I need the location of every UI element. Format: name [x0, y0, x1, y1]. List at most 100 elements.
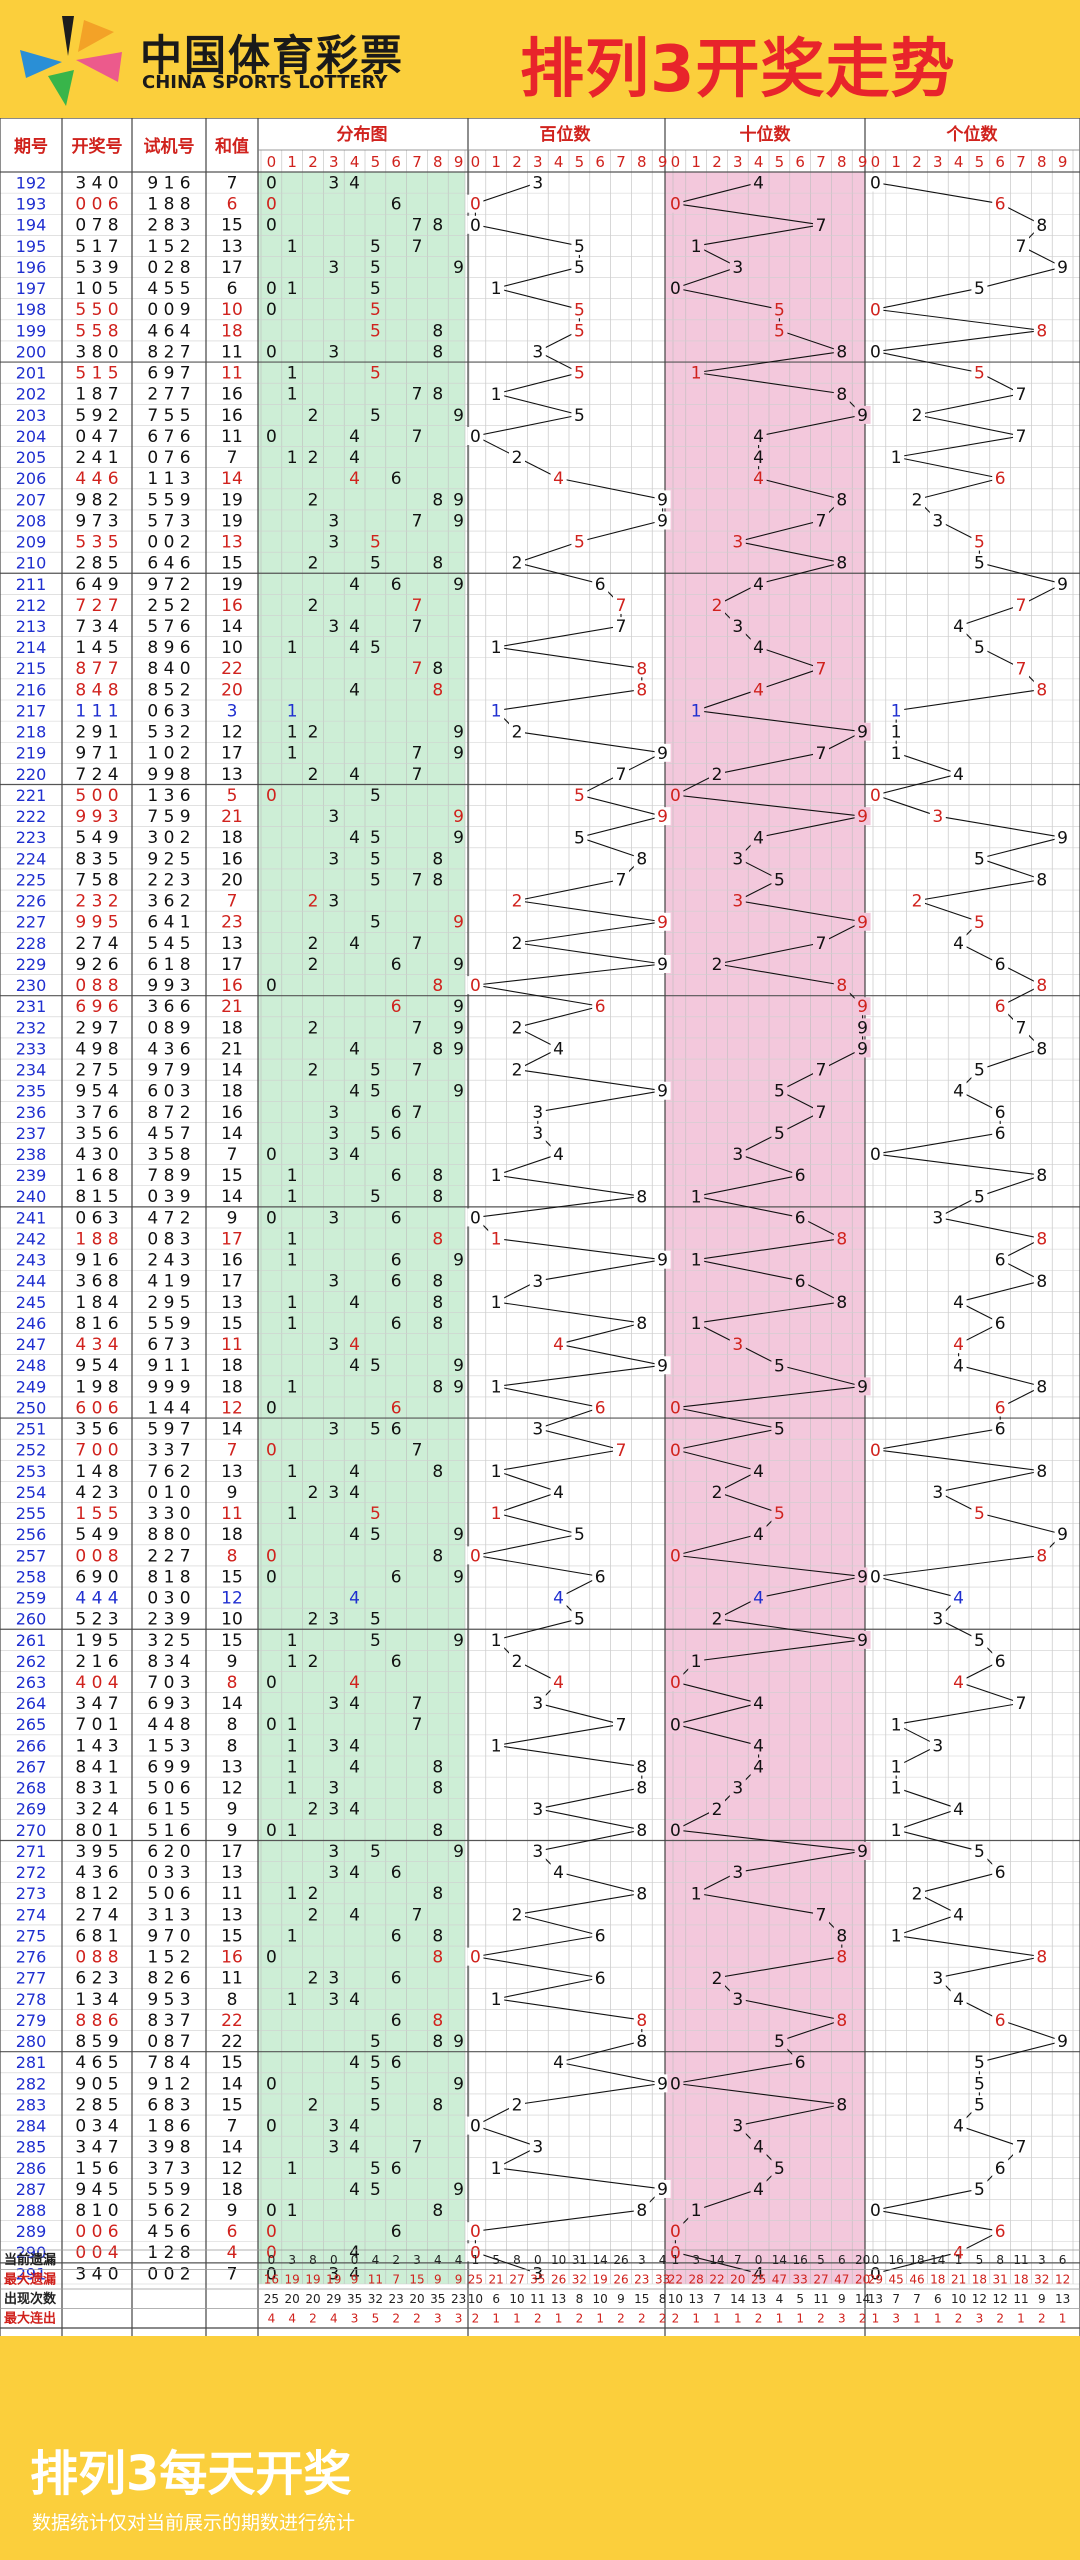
draw-number: 1 6 8: [75, 1166, 118, 1186]
distribution-digit: 8: [432, 1314, 443, 1334]
draw-number: 8 4 1: [75, 1757, 118, 1777]
distribution-digit: 1: [287, 279, 298, 299]
tens-point: 4: [753, 680, 764, 700]
tens-trend-line: [673, 182, 865, 2274]
tens-point-bg: [813, 511, 829, 530]
digit-label: 4: [954, 153, 964, 171]
units-point-bg: [971, 363, 988, 382]
stats-value: 33: [793, 2273, 808, 2287]
hundreds-point: 3: [532, 1842, 543, 1862]
issue-number: 263: [16, 1673, 47, 1692]
test-number: 4 3 6: [147, 1039, 190, 1059]
tens-point-bg: [833, 384, 850, 403]
tens-point: 1: [691, 702, 702, 722]
distribution-digit: 0: [266, 300, 277, 320]
stats-value: 13: [551, 2292, 566, 2306]
sum-value: 9: [227, 2201, 238, 2221]
stats-value: 19: [326, 2273, 341, 2287]
units-point-bg: [971, 279, 988, 298]
tens-point-bg: [771, 1123, 788, 1142]
tens-point-bg: [833, 2011, 850, 2029]
sum-value: 8: [227, 1736, 238, 1756]
issue-number: 280: [16, 2032, 47, 2051]
stats-value: 1: [776, 2312, 784, 2326]
distribution-digit: 8: [432, 1377, 443, 1397]
units-point: 1: [891, 1821, 902, 1841]
units-point: 5: [974, 364, 985, 384]
hundreds-point: 8: [636, 1821, 647, 1841]
sum-value: 14: [221, 1124, 243, 1144]
distribution-digit: 9: [453, 1842, 464, 1862]
tens-point: 0: [670, 279, 681, 299]
stats-value: 29: [868, 2273, 883, 2287]
test-number: 1 1 3: [147, 469, 190, 489]
stats-value: 28: [689, 2273, 704, 2287]
hundreds-point: 1: [491, 1166, 502, 1186]
hundreds-point-bg: [592, 1926, 609, 1945]
stats-value: 2: [817, 2312, 825, 2326]
stats-value: 10: [668, 2292, 683, 2306]
distribution-digit: 4: [349, 469, 360, 489]
lottery-logo-icon: [20, 16, 122, 106]
hundreds-point-bg: [592, 1968, 609, 1987]
hundreds-point: 6: [595, 1969, 606, 1989]
distribution-digit: 1: [287, 1779, 298, 1799]
tens-point: 2: [712, 596, 723, 616]
distribution-digit: 9: [453, 807, 464, 827]
units-point-bg: [1033, 1461, 1050, 1480]
stats-value: 0: [534, 2253, 542, 2267]
units-point-bg: [992, 469, 1009, 488]
hundreds-point-bg: [633, 1757, 650, 1776]
distribution-digit: 9: [453, 575, 464, 595]
draw-number: 5 2 3: [75, 1610, 118, 1630]
distribution-digit: 7: [412, 1905, 423, 1925]
issue-number: 252: [16, 1441, 47, 1460]
distribution-digit: 4: [349, 2264, 360, 2284]
hundreds-point-bg: [654, 511, 671, 530]
stats-value: 5: [976, 2253, 984, 2267]
units-point-bg: [909, 1884, 925, 1903]
hundreds-point-bg: [571, 786, 588, 805]
units-point-bg: [888, 722, 905, 741]
distribution-digit: 8: [432, 1948, 443, 1968]
sum-value: 17: [221, 955, 243, 975]
draw-number: 3 5 6: [75, 1124, 118, 1144]
hundreds-point-bg: [488, 1736, 505, 1755]
draw-number: 9 4 5: [75, 2180, 118, 2200]
stats-value: 4: [776, 2292, 784, 2306]
draw-number: 5 9 2: [75, 406, 118, 426]
sum-value: 20: [221, 680, 243, 700]
hundreds-point: 3: [532, 1272, 543, 1292]
tens-point: 9: [857, 723, 868, 743]
digit-label: 6: [995, 153, 1005, 171]
distribution-digit: 1: [287, 1377, 298, 1397]
hundreds-point-bg: [633, 1820, 650, 1839]
hundreds-point-bg: [654, 490, 671, 509]
hundreds-point: 1: [491, 1377, 502, 1397]
tens-point-bg: [771, 1504, 788, 1523]
tens-point: 7: [816, 1103, 827, 1123]
draw-number: 2 7 4: [75, 934, 118, 954]
units-point-bg: [1013, 1694, 1029, 1713]
distribution-digit: 5: [370, 2180, 381, 2200]
hundreds-point-bg: [467, 2116, 484, 2135]
tens-point-bg: [750, 448, 767, 467]
tens-point-bg: [750, 173, 767, 192]
units-point: 9: [1057, 2032, 1068, 2052]
tens-point-bg: [771, 300, 788, 319]
hundreds-point: 1: [491, 702, 502, 722]
tens-point: 8: [836, 2011, 847, 2031]
units-point-bg: [992, 997, 1009, 1016]
tens-point: 2: [712, 765, 723, 785]
units-point-bg: [950, 1673, 967, 1692]
tens-point: 9: [857, 406, 868, 426]
distribution-digit: 3: [328, 342, 339, 362]
distribution-digit: 4: [349, 1694, 360, 1714]
stats-value: 20: [409, 2292, 424, 2306]
distribution-digit: 6: [391, 1969, 402, 1989]
issue-number: 200: [16, 342, 47, 361]
issue-number: 272: [16, 1863, 47, 1882]
tens-point: 4: [753, 1462, 764, 1482]
sum-value: 18: [221, 1082, 243, 1102]
units-point: 1: [891, 723, 902, 743]
